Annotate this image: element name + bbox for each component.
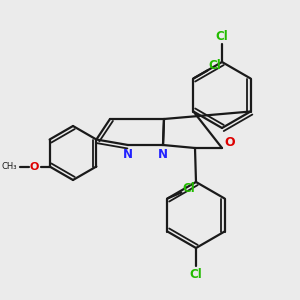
Text: N: N bbox=[158, 148, 168, 160]
Text: O: O bbox=[30, 161, 39, 172]
Text: Cl: Cl bbox=[182, 182, 195, 195]
Text: Cl: Cl bbox=[216, 29, 228, 43]
Text: CH₃: CH₃ bbox=[2, 162, 17, 171]
Text: Cl: Cl bbox=[208, 59, 221, 72]
Text: N: N bbox=[123, 148, 133, 160]
Text: O: O bbox=[225, 136, 235, 149]
Text: Cl: Cl bbox=[190, 268, 202, 281]
